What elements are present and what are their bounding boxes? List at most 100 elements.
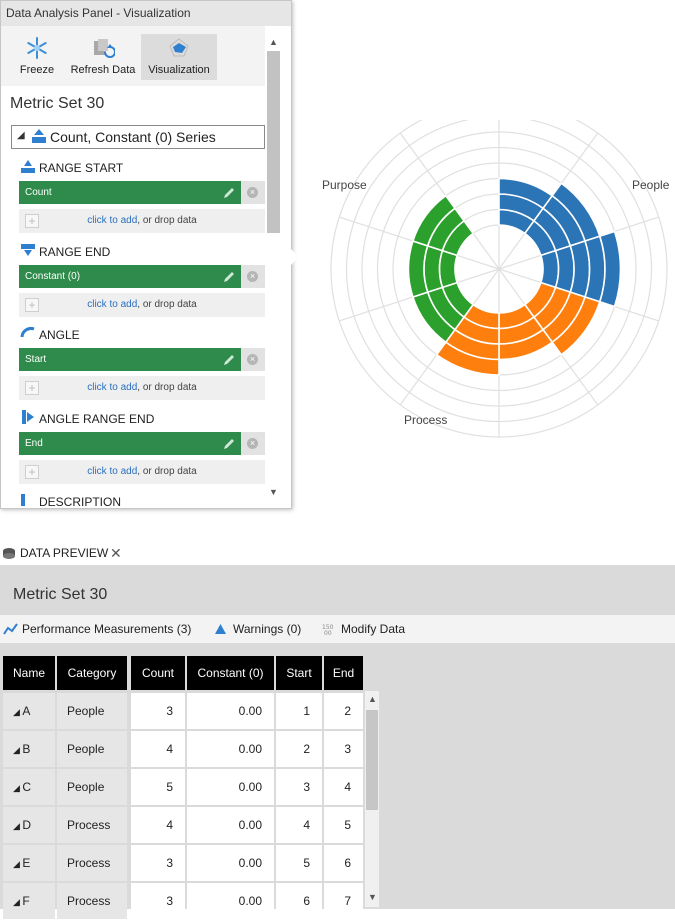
expand-triangle-icon[interactable]: ◢	[13, 783, 23, 793]
expand-triangle-icon[interactable]: ◢	[13, 897, 23, 907]
cell-count-value: 3	[166, 704, 173, 718]
angle-icon	[20, 327, 35, 338]
refresh-data-icon	[94, 39, 115, 58]
close-icon: ×	[247, 187, 258, 198]
cell-count: 4	[131, 731, 185, 767]
cell-constant: 0.00	[187, 769, 274, 805]
column-header-count[interactable]: Count	[131, 656, 185, 690]
cell-constant: 0.00	[187, 883, 274, 919]
cell-start-value: 5	[303, 856, 310, 870]
panel-scrollbar-thumb[interactable]	[267, 51, 280, 233]
cell-count-value: 4	[166, 742, 173, 756]
close-icon[interactable]: ✕	[110, 545, 122, 561]
scroll-down-icon[interactable]: ▼	[269, 487, 278, 497]
cell-name[interactable]: ◢ B	[3, 731, 55, 767]
add-field-row[interactable]: + click to add, or drop data	[19, 376, 265, 400]
column-header-category[interactable]: Category	[57, 656, 127, 690]
remove-field-button[interactable]: ×	[241, 348, 265, 371]
drop-data-hint: , or drop data	[137, 466, 197, 477]
data-analysis-panel: Data Analysis Panel - Visualization Free…	[0, 0, 292, 509]
click-to-add-link[interactable]: click to add	[87, 382, 138, 393]
data-preview-tab[interactable]: DATA PREVIEW ✕	[0, 541, 128, 565]
grid-scrollbar-thumb[interactable]	[366, 710, 378, 810]
click-to-add-link[interactable]: click to add	[87, 299, 138, 310]
cell-name[interactable]: ◢ D	[3, 807, 55, 843]
description-icon	[21, 494, 25, 506]
cell-end: 6	[324, 845, 363, 881]
expand-triangle-icon[interactable]: ◢	[13, 859, 23, 869]
data-preview-icon	[3, 548, 15, 559]
cell-name[interactable]: ◢ A	[3, 693, 55, 729]
scroll-up-icon[interactable]: ▲	[269, 37, 278, 47]
cell-start-value: 4	[303, 818, 310, 832]
cell-name-value: A	[22, 704, 31, 718]
refresh-data-button[interactable]: Refresh Data	[67, 34, 139, 80]
pencil-icon[interactable]	[222, 270, 236, 284]
remove-field-button[interactable]: ×	[241, 432, 265, 455]
cell-name[interactable]: ◢ C	[3, 769, 55, 805]
column-header-name[interactable]: Name	[3, 656, 55, 690]
add-field-row[interactable]: + click to add, or drop data	[19, 209, 265, 233]
expand-triangle-icon[interactable]: ◢	[13, 745, 23, 755]
click-to-add-link[interactable]: click to add	[87, 215, 138, 226]
segment-i-3[interactable]	[411, 194, 457, 247]
cell-category: People	[57, 769, 127, 805]
add-field-row[interactable]: + click to add, or drop data	[19, 293, 265, 317]
segment-c-5[interactable]	[598, 230, 622, 308]
field-label: Constant (0)	[25, 271, 81, 282]
cell-constant-value: 0.00	[238, 780, 262, 794]
cell-end: 7	[324, 883, 363, 919]
cell-name[interactable]: ◢ F	[3, 883, 55, 919]
tab-label: Modify Data	[341, 622, 406, 636]
column-header-start[interactable]: Start	[276, 656, 322, 690]
modify-data-icon: 150 00	[322, 624, 334, 636]
expand-triangle-icon[interactable]: ◢	[13, 821, 23, 831]
cell-count: 5	[131, 769, 185, 805]
column-header-constant[interactable]: Constant (0)	[187, 656, 274, 690]
cell-name-value: F	[22, 894, 30, 908]
cell-category: Process	[57, 883, 127, 919]
cell-constant-value: 0.00	[238, 856, 262, 870]
expand-triangle-icon[interactable]: ◢	[13, 707, 23, 717]
collapse-triangle-icon[interactable]: ◢	[17, 130, 25, 141]
field-start[interactable]: Start	[19, 348, 241, 371]
scroll-up-icon[interactable]: ▲	[368, 694, 377, 704]
cell-name-value: C	[22, 780, 32, 794]
segment-h-1[interactable]	[438, 249, 459, 289]
visualization-label: Visualization	[148, 64, 210, 76]
panel-pointer	[291, 249, 299, 265]
cell-end: 5	[324, 807, 363, 843]
column-header-end[interactable]: End	[324, 656, 363, 690]
remove-field-button[interactable]: ×	[241, 181, 265, 204]
close-icon: ×	[247, 438, 258, 449]
cell-start: 3	[276, 769, 322, 805]
cell-end: 3	[324, 731, 363, 767]
series-selector[interactable]: ◢ Count, Constant (0) Series	[11, 125, 265, 149]
cell-count: 3	[131, 845, 185, 881]
add-field-row[interactable]: + click to add, or drop data	[19, 460, 265, 484]
field-label: End	[25, 438, 43, 449]
pencil-icon[interactable]	[222, 353, 236, 367]
pencil-icon[interactable]	[222, 437, 236, 451]
pencil-icon[interactable]	[222, 186, 236, 200]
field-end[interactable]: End	[19, 432, 241, 455]
cell-name[interactable]: ◢ E	[3, 845, 55, 881]
segment-c-2[interactable]	[554, 244, 575, 294]
field-constant[interactable]: Constant (0)	[19, 265, 241, 288]
click-to-add-link[interactable]: click to add	[87, 466, 138, 477]
remove-field-button[interactable]: ×	[241, 265, 265, 288]
freeze-button[interactable]: Freeze	[15, 34, 59, 80]
preview-title: Metric Set 30	[13, 586, 108, 603]
svg-text:00: 00	[324, 630, 332, 636]
cell-category: Process	[57, 807, 127, 843]
svg-text:150: 150	[322, 624, 334, 631]
scroll-down-icon[interactable]: ▼	[368, 892, 377, 902]
cell-end-value: 5	[344, 818, 351, 832]
segment-c-1[interactable]	[539, 249, 560, 289]
visualization-button[interactable]: Visualization	[141, 34, 217, 80]
segment-h-2[interactable]	[423, 244, 444, 294]
field-count[interactable]: Count	[19, 181, 241, 204]
radar-chart-icon	[169, 38, 189, 57]
cell-count-value: 3	[166, 856, 173, 870]
range-end-icon	[21, 244, 35, 256]
